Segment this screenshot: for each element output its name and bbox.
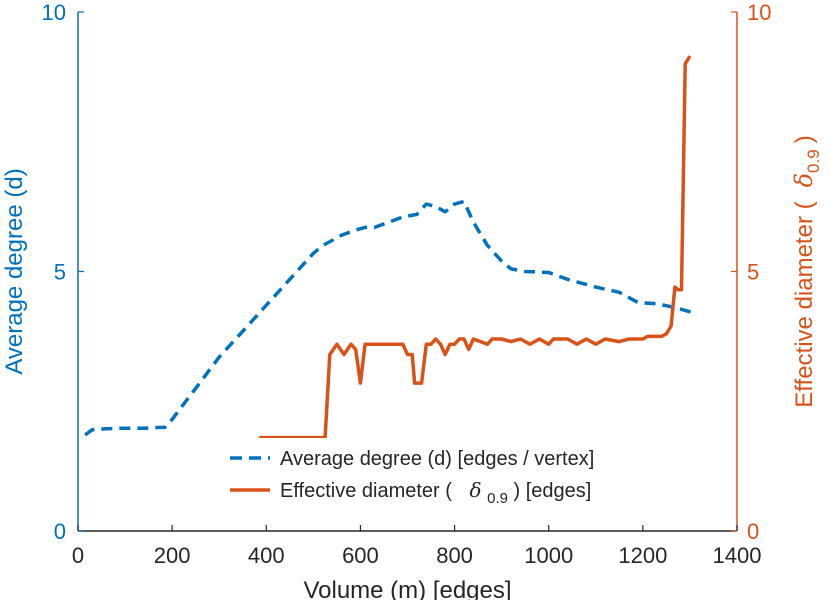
x-tick-label: 1000 — [524, 543, 573, 568]
legend-label-effective-diameter: Effective diameter ( δ 0.9 ) [edges] — [280, 478, 591, 508]
y-right-axis-label: Effective diameter ( δ0.9) — [790, 135, 823, 407]
legend-label-effective-diameter-close: ) [edges] — [514, 480, 592, 502]
legend-delta-symbol: δ — [470, 478, 482, 502]
y-left-tick-label: 5 — [54, 260, 66, 285]
x-tick-label: 400 — [248, 543, 285, 568]
y-right-tick-label: 0 — [747, 519, 759, 544]
x-tick-label: 200 — [154, 543, 191, 568]
y-right-axis-delta-subscript: 0.9 — [804, 149, 823, 173]
y-right-axis-delta-symbol: δ — [790, 173, 818, 187]
legend: Average degree (d) [edges / vertex] Effe… — [222, 438, 670, 508]
legend-label-effective-diameter-main: Effective diameter ( — [280, 480, 452, 502]
x-tick-label: 0 — [72, 543, 84, 568]
plot-lines — [84, 55, 696, 440]
y-right-tick-label: 10 — [747, 0, 771, 25]
y-left-axis-label: Average degree (d) — [1, 168, 28, 374]
y-left-tick-label: 0 — [54, 519, 66, 544]
y-right-axis-label-main: Effective diameter ( — [791, 201, 818, 407]
series-line-effective-diameter — [259, 55, 692, 440]
x-axis-label: Volume (m) [edges] — [303, 577, 511, 600]
x-tick-label: 800 — [436, 543, 473, 568]
legend-box — [222, 438, 670, 504]
x-tick-label: 1200 — [618, 543, 667, 568]
y-left-tick-label: 10 — [42, 0, 66, 25]
legend-label-average-degree: Average degree (d) [edges / vertex] — [280, 448, 594, 470]
series-line-average-degree — [84, 199, 696, 437]
x-tick-label: 600 — [342, 543, 379, 568]
y-right-axis-label-close: ) — [791, 135, 818, 143]
x-tick-label: 1400 — [713, 543, 762, 568]
legend-delta-subscript: 0.9 — [487, 490, 508, 507]
y-right-tick-label: 5 — [747, 260, 759, 285]
